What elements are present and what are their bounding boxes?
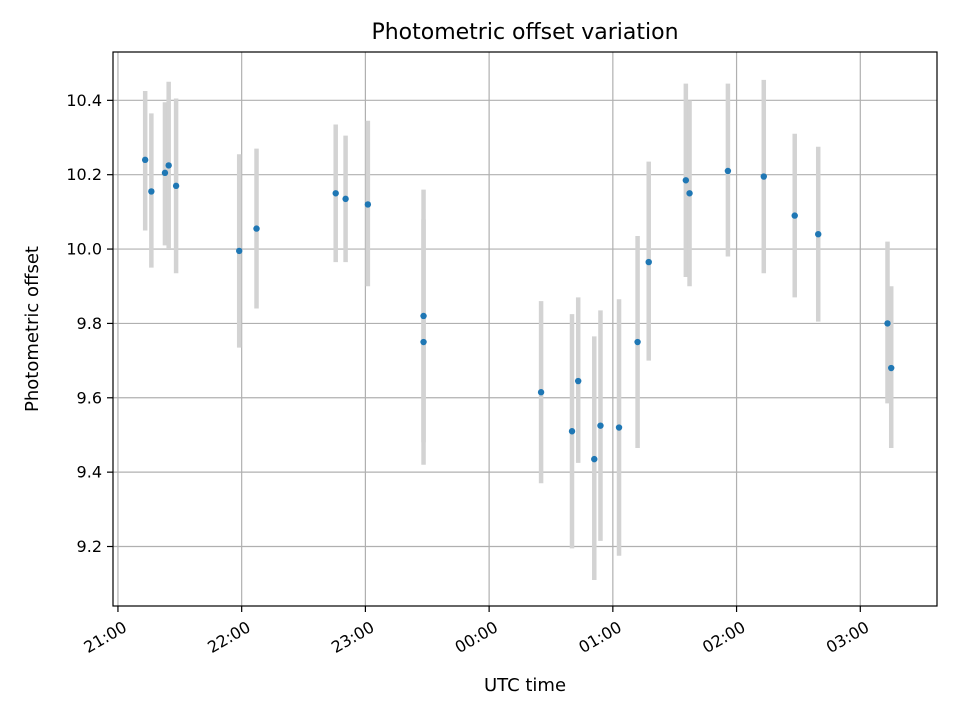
- chart-title: Photometric offset variation: [371, 20, 678, 45]
- plot-frame: [112, 51, 938, 607]
- data-point: [686, 190, 693, 197]
- x-tick-label: 22:00: [204, 617, 253, 657]
- x-tick-label: 00:00: [452, 617, 501, 657]
- x-tick-label: 03:00: [823, 617, 872, 657]
- data-point: [575, 377, 582, 385]
- data-point: [165, 162, 172, 169]
- y-tick-label: 9.8: [77, 314, 102, 333]
- y-tick-label: 10.2: [66, 165, 102, 184]
- x-tick-label: 23:00: [328, 617, 377, 657]
- data-point: [568, 428, 576, 435]
- data-point: [253, 225, 260, 232]
- data-point: [682, 177, 690, 184]
- data-point: [141, 156, 149, 164]
- data-point: [148, 188, 155, 195]
- data-point: [760, 173, 767, 180]
- y-tick-label: 9.2: [77, 537, 102, 556]
- data-point: [332, 190, 339, 197]
- data-point: [235, 247, 243, 255]
- x-tick-label: 01:00: [575, 617, 624, 657]
- data-point: [172, 182, 180, 190]
- data-point: [537, 389, 545, 396]
- y-tick-label: 9.4: [77, 463, 102, 482]
- data-point: [791, 212, 798, 219]
- data-point: [597, 422, 604, 429]
- data-point: [634, 338, 641, 346]
- data-point: [420, 338, 427, 346]
- data-point: [591, 455, 598, 463]
- x-tick-label: 02:00: [699, 617, 748, 657]
- data-point: [420, 312, 427, 320]
- data-point: [888, 364, 895, 372]
- y-tick-label: 10.4: [66, 91, 102, 110]
- data-point: [815, 230, 822, 238]
- data-point: [615, 424, 623, 431]
- y-axis-label: Photometric offset: [22, 246, 43, 412]
- x-axis-label: UTC time: [484, 675, 566, 696]
- data-points: [141, 156, 895, 463]
- data-point: [342, 195, 349, 203]
- y-axis-ticks: 9.2 9.4 9.6 9.8 10.0 10.2 10.4: [66, 91, 113, 556]
- plot-background: [113, 52, 937, 606]
- data-point: [884, 320, 891, 327]
- data-point: [364, 201, 372, 208]
- data-point: [161, 169, 169, 177]
- data-point: [645, 258, 652, 266]
- x-tick-label: 21:00: [81, 617, 130, 657]
- x-axis-ticks: 21:00 22:00 23:00 00:00 01:00 02:00 03:00: [81, 606, 872, 657]
- grid: [113, 52, 937, 606]
- data-point: [724, 167, 732, 175]
- y-tick-label: 9.6: [77, 388, 102, 407]
- y-tick-label: 10.0: [66, 240, 102, 259]
